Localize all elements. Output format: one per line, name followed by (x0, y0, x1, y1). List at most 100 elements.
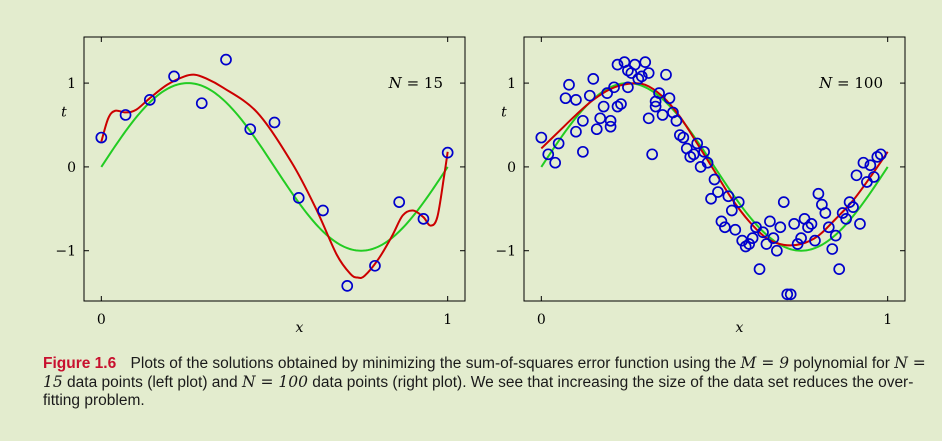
data-point (687, 148, 700, 161)
data-point (417, 213, 430, 225)
data-point (570, 125, 582, 138)
true-function-curve (540, 82, 889, 252)
data-point (760, 238, 773, 250)
data-point (725, 204, 738, 217)
x-tick-label: 0 (537, 312, 546, 328)
data-point (777, 196, 790, 208)
annotation-variable: N (388, 74, 403, 92)
data-point (577, 114, 589, 127)
data-point (244, 123, 257, 136)
data-point (549, 156, 562, 169)
sample-size-annotation: N = 15 (388, 74, 443, 92)
data-point (570, 94, 582, 106)
data-point (590, 123, 603, 136)
data-point (847, 201, 859, 213)
data-point (722, 190, 735, 203)
data-point (708, 173, 721, 186)
data-point (583, 89, 596, 102)
data-point (552, 137, 565, 150)
data-point (691, 137, 704, 150)
data-point (791, 238, 804, 250)
y-axis-label: t (501, 105, 507, 121)
plot-frame (523, 36, 906, 302)
x-axis-label: x (736, 320, 744, 336)
annotation-equals: = (832, 74, 854, 92)
data-point (119, 109, 132, 121)
data-point (341, 280, 354, 292)
data-point (850, 169, 863, 182)
data-point (767, 232, 780, 244)
data-point (663, 92, 676, 105)
data-point (732, 196, 745, 208)
data-point (604, 120, 617, 133)
annotation-equals: = (402, 74, 424, 92)
caption-text-4: data points (right plot). We see that in… (43, 374, 914, 409)
data-point (622, 81, 634, 94)
data-point (220, 53, 232, 66)
data-point (594, 112, 607, 125)
data-point (809, 234, 821, 247)
data-point (784, 288, 797, 301)
data-point (795, 232, 807, 244)
y-tick-label: 1 (67, 76, 76, 92)
x-tick-label: 0 (97, 312, 106, 328)
data-point (712, 186, 724, 198)
data-point (95, 131, 108, 144)
data-point (393, 196, 406, 208)
data-point (812, 187, 825, 200)
data-point (857, 156, 870, 169)
data-point (292, 192, 305, 204)
data-point (639, 56, 652, 68)
data-point (719, 221, 731, 234)
data-point (743, 238, 755, 250)
y-tick-label: −1 (55, 244, 76, 260)
data-point (649, 100, 662, 113)
data-point (715, 215, 728, 228)
data-point (829, 229, 842, 242)
data-point (317, 204, 329, 217)
left-plot: 0 1 −1 0 1 x t N = 15 (55, 36, 466, 336)
data-point (168, 70, 180, 83)
caption-math-3: N = 100 (241, 373, 308, 391)
x-axis-label: x (296, 320, 304, 336)
data-point (563, 78, 575, 91)
data-point (867, 171, 880, 183)
data-point (788, 218, 801, 230)
caption-text-3: data points (left plot) and (67, 374, 238, 391)
true-function-curve (100, 82, 449, 252)
data-point (656, 109, 669, 121)
annotation-variable: N (818, 74, 833, 92)
data-point (653, 87, 665, 100)
y-tick-label: −1 (495, 244, 516, 260)
data-point (628, 58, 641, 71)
data-point (268, 116, 281, 129)
figure-label: Figure 1.6 (43, 355, 117, 372)
data-point (559, 92, 572, 105)
data-point (611, 58, 624, 71)
data-point (698, 145, 710, 158)
polynomial-fit-curve (540, 82, 889, 247)
sample-size-annotation: N = 100 (818, 74, 883, 92)
data-point (615, 98, 627, 110)
data-point (577, 145, 589, 158)
y-tick-label: 0 (67, 160, 76, 176)
caption-text-2: polynomial for (793, 355, 890, 372)
data-point (781, 288, 794, 301)
data-point (705, 192, 717, 205)
data-point (542, 148, 555, 161)
data-point (840, 213, 852, 225)
data-point (369, 259, 381, 272)
data-point (736, 234, 749, 247)
data-point (535, 131, 548, 144)
data-point (601, 87, 613, 100)
data-point (677, 131, 690, 144)
caption-text-1: Plots of the solutions obtained by minim… (130, 355, 737, 372)
plot-frame (83, 36, 466, 302)
data-point (729, 223, 742, 236)
data-point (819, 207, 832, 219)
data-point (587, 73, 600, 85)
data-point (646, 148, 659, 161)
data-point (836, 207, 849, 219)
y-tick-label: 0 (507, 160, 516, 176)
data-point (854, 218, 866, 230)
